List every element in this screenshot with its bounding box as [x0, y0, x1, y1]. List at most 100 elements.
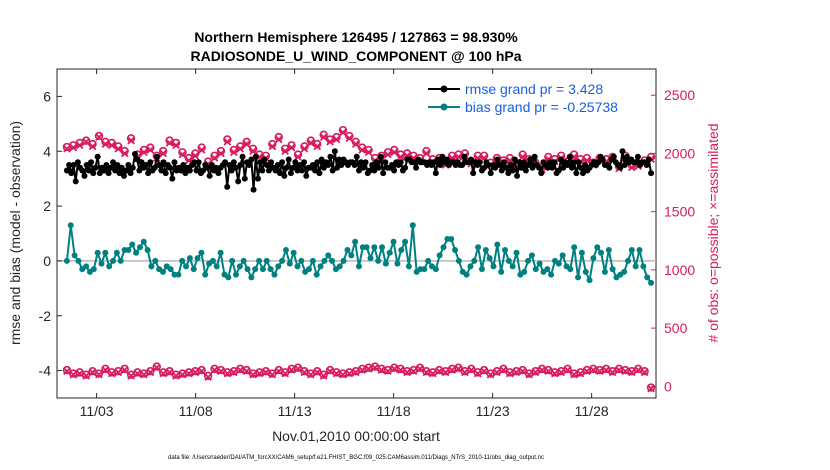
obs-assimilated-point — [563, 366, 572, 374]
rmse-point — [338, 161, 345, 168]
y-right-tick-label: 0 — [664, 378, 672, 394]
obs-assimilated-point — [313, 368, 322, 377]
y-left-tick-label: -2 — [39, 308, 52, 324]
rmse-point — [549, 164, 556, 171]
obs-assimilated-point — [268, 142, 277, 151]
obs-possible-point — [415, 363, 425, 372]
rmse-point — [459, 161, 466, 168]
obs-assimilated-point — [416, 365, 424, 373]
rmse-point — [272, 167, 279, 174]
rmse-point — [158, 167, 165, 174]
rmse-point — [514, 172, 521, 179]
obs-assimilated-point — [178, 150, 187, 159]
rmse-point — [257, 159, 264, 166]
bias-point — [624, 257, 631, 264]
bias-point — [340, 257, 347, 264]
obs-possible-point — [646, 383, 656, 392]
rmse-point — [329, 167, 336, 174]
obs-assimilated-point — [422, 149, 431, 158]
rmse-point — [560, 164, 567, 171]
obs-assimilated-point — [396, 366, 405, 374]
bias-point — [229, 257, 236, 264]
obs-assimilated-point — [461, 368, 469, 377]
obs-assimilated-point — [345, 369, 354, 378]
rmse-point — [336, 156, 343, 163]
legend-rmse-marker — [440, 85, 448, 93]
obs-assimilated-point — [197, 367, 206, 376]
rmse-point — [410, 159, 417, 166]
rmse-point — [645, 156, 652, 163]
rmse-point — [246, 161, 253, 168]
bias-point — [467, 263, 474, 270]
rmse-point — [461, 153, 468, 160]
bias-point — [398, 246, 405, 253]
rmse-point — [566, 153, 573, 160]
obs-assimilated-point — [107, 141, 116, 150]
bias-point — [71, 252, 78, 259]
rmse-point — [522, 167, 529, 174]
bias-point — [559, 252, 566, 259]
obs-assimilated-point — [159, 149, 168, 158]
obs-assimilated-point — [300, 144, 309, 153]
bias-point — [482, 246, 489, 253]
obs-assimilated-point — [191, 368, 200, 377]
rmse-point — [577, 164, 584, 171]
obs-assimilated-point — [512, 368, 521, 377]
y-axis-right-label: # of obs: o=possible; ×=assimilated — [705, 123, 721, 342]
obs-assimilated-point — [133, 369, 142, 378]
rmse-point — [595, 159, 602, 166]
x-axis-label: Nov.01,2010 00:00:00 start — [272, 428, 440, 444]
rmse-point — [285, 156, 292, 163]
obs-assimilated-point — [204, 373, 212, 381]
obs-assimilated-point — [236, 366, 245, 374]
rmse-point — [68, 170, 75, 177]
obs-assimilated-point — [281, 147, 289, 155]
obs-assimilated-point — [101, 366, 110, 374]
rmse-point — [500, 159, 507, 166]
bias-point — [544, 266, 551, 273]
obs-assimilated-point — [371, 363, 379, 372]
bias-point — [240, 257, 247, 264]
obs-assimilated-point — [332, 135, 341, 144]
obs-assimilated-point — [505, 369, 514, 378]
rmse-point — [551, 159, 558, 166]
bias-point — [94, 249, 101, 256]
rmse-point — [366, 167, 373, 174]
rmse-point — [204, 164, 211, 171]
y-axis-left: -4 -2 0 2 4 6 — [39, 88, 62, 379]
bias-point — [475, 244, 482, 251]
chart-title-line2: RADIOSONDE_U_WIND_COMPONENT @ 100 hPa — [190, 48, 521, 64]
bias-point — [528, 252, 535, 259]
bias-point — [571, 244, 578, 251]
rmse-point — [443, 156, 450, 163]
rmse-point — [355, 167, 362, 174]
bias-point — [352, 238, 359, 245]
bias-point — [129, 241, 136, 248]
rmse-point — [66, 161, 73, 168]
bias-point — [67, 222, 74, 229]
x-tick-label: 11/18 — [377, 403, 411, 419]
rmse-point — [547, 159, 554, 166]
obs-assimilated-point — [210, 154, 219, 162]
rmse-point — [131, 150, 138, 157]
rmse-point — [180, 161, 187, 168]
rmse-point — [70, 161, 77, 168]
obs-assimilated-point — [364, 148, 373, 157]
bias-point — [140, 238, 147, 245]
rmse-point — [351, 161, 358, 168]
rmse-point — [525, 161, 532, 168]
rmse-point — [619, 148, 626, 155]
obs-assimilated-point — [178, 370, 187, 379]
obs-possible-point — [640, 367, 649, 376]
x-axis: 11/03 11/08 11/13 11/18 11/23 11/28 — [80, 69, 609, 419]
bias-point — [505, 257, 512, 264]
bias-point — [90, 266, 97, 273]
obs-assimilated-point — [95, 370, 103, 379]
rmse-point — [110, 159, 117, 166]
rmse-point — [156, 161, 163, 168]
obs-assimilated-point — [608, 368, 617, 377]
bias-point — [628, 246, 635, 253]
obs-possible-point — [94, 369, 104, 378]
bias-point — [244, 266, 251, 273]
obs-possible-point — [81, 136, 91, 145]
